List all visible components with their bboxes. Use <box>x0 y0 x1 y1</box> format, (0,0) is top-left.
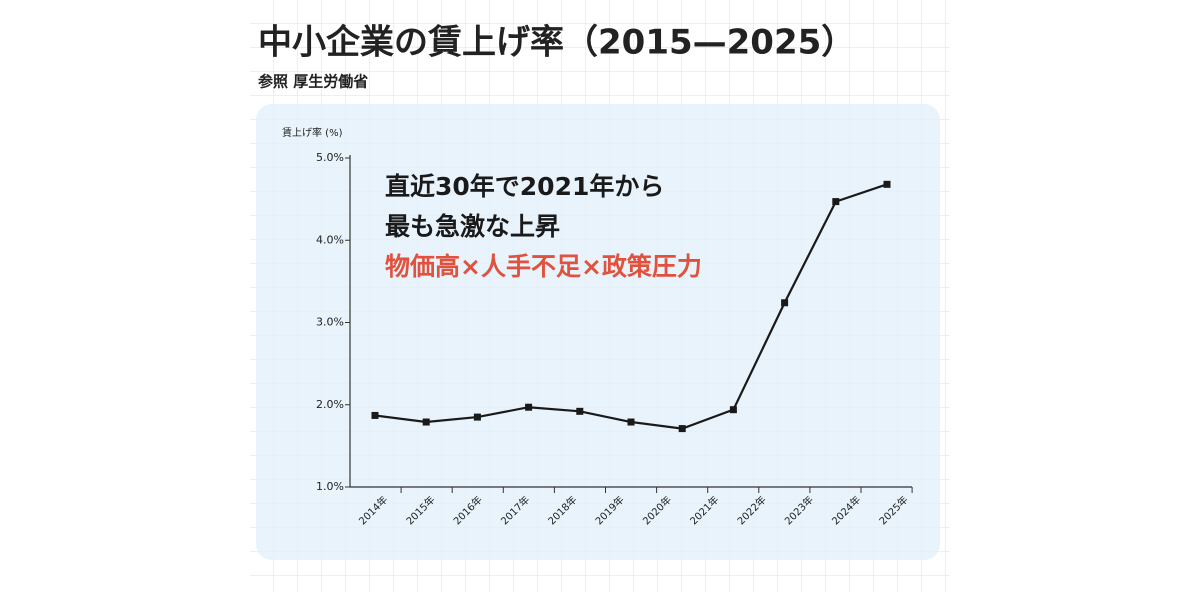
panel <box>256 104 940 560</box>
point <box>832 198 840 206</box>
point <box>729 406 737 414</box>
y-tick-label: 3.0% <box>316 316 344 329</box>
point <box>883 180 891 188</box>
point <box>678 425 686 433</box>
point <box>422 418 430 426</box>
point <box>525 403 533 411</box>
chart-title: 中小企業の賃上げ率（2015—2025） <box>258 23 855 63</box>
annotation: 物価高×人手不足×政策圧力 <box>385 252 702 281</box>
y-tick-label: 5.0% <box>316 151 344 164</box>
subtitle: 参照 厚生労働省 <box>258 73 368 91</box>
y-tick-label: 1.0% <box>316 480 344 493</box>
point <box>371 411 379 419</box>
annotation: 最も急激な上昇 <box>385 212 560 241</box>
point <box>627 418 635 426</box>
point <box>576 407 584 415</box>
y-tick-label: 2.0% <box>316 398 344 411</box>
annotation: 直近30年で2021年から <box>385 172 664 201</box>
y-tick-label: 4.0% <box>316 233 344 246</box>
y-axis-label: 賃上げ率 (%) <box>282 126 343 139</box>
point <box>781 299 789 307</box>
point <box>473 413 481 421</box>
